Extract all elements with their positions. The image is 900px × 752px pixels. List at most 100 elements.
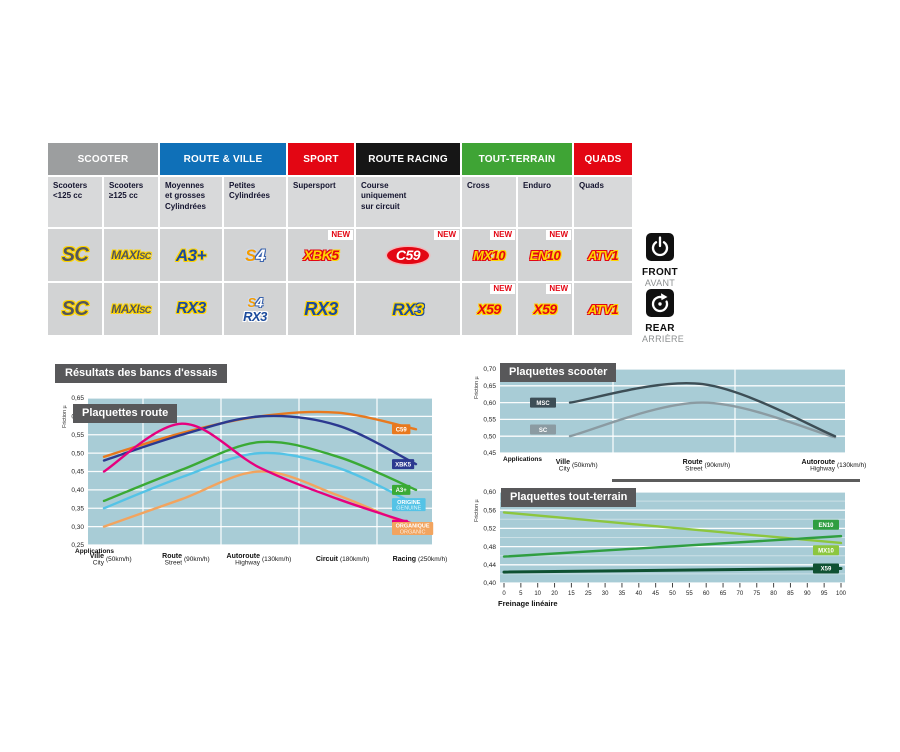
category-header-route-ville: ROUTE & VILLE (160, 143, 286, 175)
series-x59 (502, 566, 843, 574)
badge-text: ATV (587, 247, 612, 263)
badge-text: RX (392, 299, 415, 319)
legend-en10 (813, 519, 839, 530)
legend-origine (392, 498, 426, 512)
badge-text: S (247, 294, 257, 310)
subheader-course: Course uniquement sur circuit (356, 177, 460, 227)
badge-text: RX3 (304, 299, 338, 319)
svg-text:Friction µ: Friction µ (62, 404, 68, 428)
svg-text:Friction µ: Friction µ (474, 498, 480, 522)
front-cell-maxisc: MAXI SC (104, 229, 158, 281)
svg-text:55: 55 (686, 591, 693, 597)
badge-text: SC (61, 244, 89, 266)
svg-text:MX10: MX10 (818, 549, 834, 555)
route-chart-title: Plaquettes route (73, 404, 178, 423)
svg-text:(130km/h): (130km/h) (837, 462, 866, 469)
badge-text: SC (139, 251, 151, 261)
svg-text:0,60: 0,60 (483, 400, 496, 407)
svg-text:Street: Street (165, 560, 183, 567)
svg-text:0,60: 0,60 (483, 489, 496, 496)
front-cell-a3: A3+ (160, 229, 222, 281)
svg-text:Autoroute: Autoroute (227, 553, 261, 560)
svg-text:0,40: 0,40 (71, 487, 84, 494)
svg-text:40: 40 (635, 591, 642, 597)
svg-text:(180km/h): (180km/h) (340, 556, 369, 563)
new-badge: NEW (546, 230, 571, 240)
rear-cell-rx3: RX3 (160, 283, 222, 335)
svg-text:0,65: 0,65 (71, 395, 84, 402)
svg-text:0,70: 0,70 (483, 366, 496, 373)
product-badge: MAXI SC (111, 303, 151, 315)
badge-text: MAXI (111, 302, 140, 316)
badge-text: MAXI (111, 248, 140, 262)
product-badge: ATV 1 (588, 303, 619, 316)
series-a3 (102, 440, 418, 503)
subheader-quads: Quads (574, 177, 632, 227)
category-header-sport: SPORT (288, 143, 354, 175)
series-en10 (502, 534, 843, 558)
svg-text:ORGANIQUE: ORGANIQUE (396, 524, 430, 530)
rear-cell-atv1: ATV 1 (574, 283, 632, 335)
svg-text:GENUINE: GENUINE (396, 505, 421, 511)
product-badge: EN 10 (530, 249, 561, 262)
series-msc (568, 382, 837, 438)
legend-a3 (392, 484, 411, 495)
svg-text:(90km/h): (90km/h) (184, 556, 210, 563)
svg-text:MSC: MSC (536, 401, 550, 407)
category-header-tout-terrain: TOUT-TERRAIN (462, 143, 572, 175)
svg-text:5: 5 (519, 591, 523, 597)
legend-organique (392, 521, 434, 535)
svg-text:0,52: 0,52 (483, 526, 496, 533)
front-cell-sc: SC (48, 229, 102, 281)
product-badge: MX 10 (473, 249, 505, 262)
category-header-quads: QUADS (574, 143, 632, 175)
product-badge: RX3 (243, 310, 267, 323)
svg-text:Ville: Ville (90, 553, 104, 560)
svg-text:0,50: 0,50 (483, 433, 496, 440)
product-badge: RX3 (304, 300, 338, 318)
svg-text:Circuit: Circuit (316, 556, 339, 563)
svg-text:45: 45 (652, 591, 659, 597)
badge-text: A3+ (175, 245, 207, 265)
svg-text:(250km/h): (250km/h) (418, 556, 447, 563)
svg-text:0,45: 0,45 (483, 450, 496, 457)
svg-text:Racing: Racing (393, 556, 416, 563)
badge-text: 3 (414, 299, 424, 319)
svg-text:75: 75 (753, 591, 760, 597)
svg-text:0,50: 0,50 (71, 450, 84, 457)
rear-brake-icon (646, 289, 674, 317)
svg-text:C59: C59 (396, 428, 408, 434)
product-badge: RX3 (176, 301, 206, 317)
new-badge: NEW (328, 230, 353, 240)
product-badge: ATV 1 (587, 247, 619, 263)
svg-text:60: 60 (703, 591, 710, 597)
terrain-plot: 0,60 0,56 0,52 0,48 0,44 0,40 Friction µ MX10 EN… (474, 489, 847, 608)
category-header-route-racing: ROUTE RACING (356, 143, 460, 175)
product-badge: XBK 5 (303, 247, 339, 263)
product-badge: SC (62, 299, 89, 319)
series-xbk5 (102, 414, 418, 466)
svg-text:XBK5: XBK5 (395, 462, 412, 468)
subheader-cross: Cross (462, 177, 516, 227)
svg-text:Route: Route (683, 459, 703, 466)
badge-text: 10 (491, 247, 506, 263)
front-cell-c59: NEW C59 (356, 229, 460, 281)
rear-label: REAR (645, 323, 675, 334)
svg-text:0,35: 0,35 (71, 505, 84, 512)
badge-text: 5 (331, 247, 339, 263)
svg-text:20: 20 (551, 591, 558, 597)
front-cell-atv1: ATV 1 (574, 229, 632, 281)
avant-label: AVANT (644, 278, 676, 288)
svg-text:(130km/h): (130km/h) (262, 556, 291, 563)
svg-text:0,25: 0,25 (71, 542, 84, 549)
series-sc (568, 401, 837, 439)
subheader-petites: Petites Cylindrées (224, 177, 286, 227)
legend-sc (530, 424, 556, 435)
svg-text:Autoroute: Autoroute (802, 459, 836, 466)
rear-cell-sc: SC (48, 283, 102, 335)
badge-text: SC (139, 305, 151, 315)
rear-cell-x59: NEW X59 (462, 283, 516, 335)
new-badge: NEW (490, 284, 515, 294)
svg-text:(50km/h): (50km/h) (572, 462, 598, 469)
